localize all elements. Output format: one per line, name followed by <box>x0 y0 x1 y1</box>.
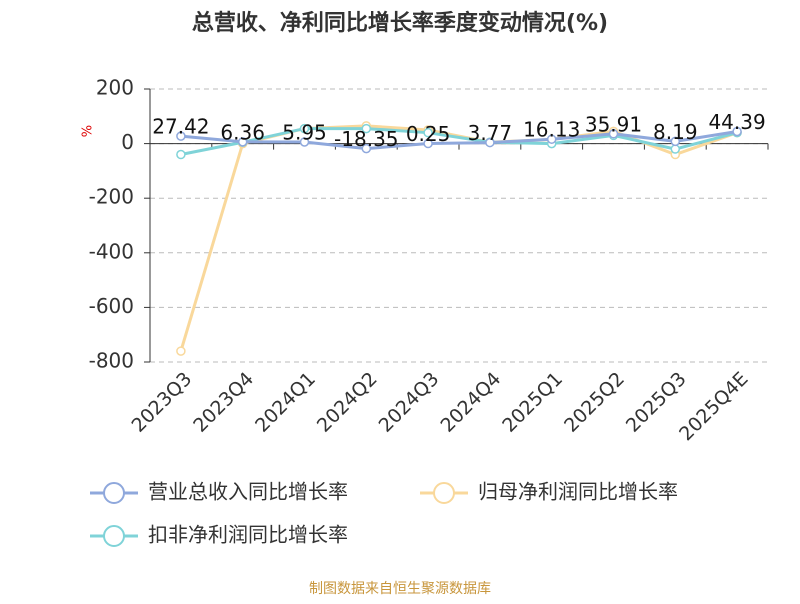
data-point <box>361 123 372 134</box>
data-point <box>423 127 433 138</box>
x-tick-label: 2025Q1 <box>498 368 567 437</box>
data-label: 35.91 <box>585 112 642 136</box>
data-point <box>176 149 186 160</box>
data-point <box>176 346 186 356</box>
data-point <box>485 137 495 148</box>
data-point <box>423 138 433 149</box>
data-label: 16.13 <box>523 118 580 142</box>
data-point <box>546 134 557 144</box>
legend-icon <box>103 482 125 504</box>
data-point <box>732 126 742 137</box>
data-label: -18.35 <box>334 127 398 151</box>
y-tick-label: 200 <box>96 76 134 100</box>
y-axis-label: % <box>81 125 96 137</box>
chart-title: 总营收、净利同比增长率季度变动情况(%) <box>192 10 608 36</box>
x-tick-label: 2024Q2 <box>313 368 382 437</box>
data-point <box>299 137 310 147</box>
y-tick-label: 0 <box>121 130 134 154</box>
x-tick-label: 2023Q4 <box>189 368 258 437</box>
data-label: 6.36 <box>220 120 265 144</box>
x-tick-label: 2024Q3 <box>375 368 444 437</box>
x-tick-label: 2025Q2 <box>560 368 629 437</box>
data-label: 0.25 <box>406 122 451 146</box>
x-tick-label: 2024Q1 <box>251 368 320 437</box>
data-label: 44.39 <box>708 110 765 134</box>
data-label: 27.42 <box>152 115 209 139</box>
legend-label: 扣非净利润同比增长率 <box>148 523 348 547</box>
x-tick-label: 2023Q3 <box>127 368 196 437</box>
y-tick-label: -600 <box>89 294 134 318</box>
data-label: 8.19 <box>653 120 698 144</box>
data-point <box>670 144 681 154</box>
y-tick-label: -400 <box>89 239 134 263</box>
data-point <box>361 143 372 154</box>
data-point <box>176 131 186 141</box>
series-line <box>180 130 738 151</box>
x-tick-label: 2024Q4 <box>436 368 505 437</box>
legend-icon <box>433 482 455 504</box>
data-point <box>299 123 310 134</box>
series-line <box>179 124 738 352</box>
data-point <box>237 137 248 147</box>
data-label: 3.77 <box>468 121 513 145</box>
data-label: 5.95 <box>282 120 327 144</box>
legend-label: 归母净利润同比增长率 <box>478 480 678 504</box>
series-line <box>180 127 738 156</box>
y-tick-label: -200 <box>89 185 134 209</box>
source-note: 制图数据来自恒生聚源数据库 <box>309 581 491 597</box>
legend-label: 营业总收入同比增长率 <box>148 480 348 504</box>
y-tick-label: -800 <box>89 349 134 373</box>
legend-icon <box>103 525 125 547</box>
data-point <box>670 136 681 147</box>
data-point <box>608 129 619 139</box>
